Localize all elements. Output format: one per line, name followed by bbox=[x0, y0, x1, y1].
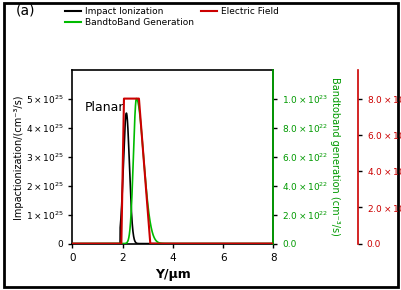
Text: Planar: Planar bbox=[84, 102, 124, 114]
Text: (a): (a) bbox=[16, 3, 36, 17]
X-axis label: Y/μm: Y/μm bbox=[155, 268, 190, 281]
Legend: Impact Ionization, BandtoBand Generation, Electric Field: Impact Ionization, BandtoBand Generation… bbox=[65, 8, 278, 27]
Y-axis label: Bandtoband generation (cm⁻³/s): Bandtoband generation (cm⁻³/s) bbox=[329, 77, 339, 236]
Y-axis label: Impactionization/(cm⁻³/s): Impactionization/(cm⁻³/s) bbox=[13, 94, 23, 219]
